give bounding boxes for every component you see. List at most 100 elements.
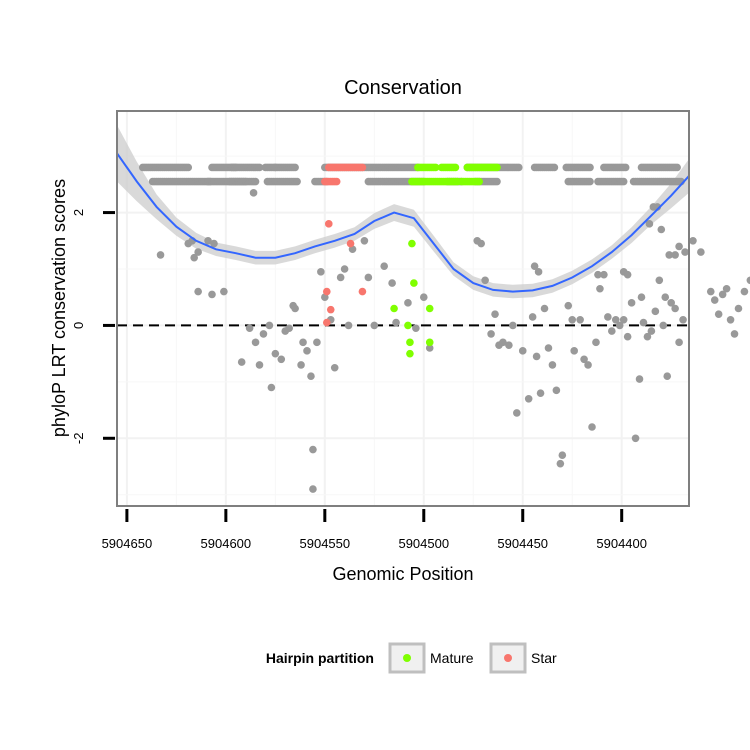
point-other bbox=[673, 163, 681, 172]
x-tick-label: 5904650 bbox=[102, 536, 153, 551]
point-other bbox=[518, 347, 527, 355]
point-other bbox=[623, 270, 632, 279]
point-other bbox=[530, 262, 539, 270]
point-mature bbox=[451, 163, 460, 172]
point-other bbox=[667, 299, 675, 307]
point-other bbox=[645, 220, 654, 228]
point-other bbox=[505, 341, 513, 349]
point-other bbox=[210, 239, 218, 248]
y-tick-label: 0 bbox=[71, 322, 86, 329]
point-other bbox=[509, 321, 517, 330]
legend-marker-star bbox=[504, 654, 512, 662]
point-other bbox=[631, 434, 640, 443]
smooth-line-layer bbox=[116, 152, 690, 293]
point-other bbox=[635, 375, 644, 383]
point-mature bbox=[425, 304, 434, 313]
point-other bbox=[730, 330, 739, 338]
point-other bbox=[544, 344, 553, 352]
point-star bbox=[324, 220, 333, 228]
point-other bbox=[615, 321, 624, 330]
plot-panel bbox=[117, 111, 689, 506]
band-points-layer bbox=[138, 163, 685, 186]
point-other bbox=[419, 293, 428, 302]
point-mature bbox=[406, 338, 414, 347]
x-tick-label: 5904550 bbox=[300, 536, 351, 551]
point-star bbox=[332, 177, 341, 186]
point-other bbox=[596, 284, 604, 293]
point-other bbox=[592, 338, 600, 347]
point-other bbox=[675, 338, 683, 347]
point-other bbox=[249, 189, 258, 197]
point-other bbox=[493, 177, 501, 186]
point-star bbox=[322, 287, 331, 296]
point-other bbox=[619, 177, 628, 186]
point-other bbox=[291, 163, 299, 172]
point-other bbox=[576, 315, 584, 324]
point-other bbox=[317, 268, 325, 276]
point-other bbox=[412, 324, 420, 333]
x-tick-label: 5904400 bbox=[596, 536, 647, 551]
point-other bbox=[380, 262, 388, 270]
legend-label-star: Star bbox=[531, 650, 557, 666]
point-other bbox=[237, 358, 246, 366]
point-other bbox=[671, 251, 679, 259]
point-other bbox=[303, 347, 311, 355]
point-other bbox=[293, 177, 301, 186]
point-other bbox=[564, 301, 573, 310]
point-other bbox=[528, 313, 537, 321]
point-other bbox=[313, 338, 321, 347]
point-mature bbox=[475, 177, 484, 186]
scatter-points-layer bbox=[156, 189, 750, 493]
point-other bbox=[299, 338, 307, 347]
point-mature bbox=[406, 349, 414, 358]
point-other bbox=[746, 276, 750, 285]
legend-label-mature: Mature bbox=[430, 650, 474, 666]
point-other bbox=[392, 318, 400, 327]
point-other bbox=[643, 332, 652, 341]
point-other bbox=[477, 239, 485, 248]
point-other bbox=[267, 383, 276, 392]
point-other bbox=[697, 248, 705, 256]
point-other bbox=[663, 372, 672, 381]
point-other bbox=[679, 315, 687, 324]
point-other bbox=[534, 268, 543, 276]
point-other bbox=[651, 307, 660, 316]
point-other bbox=[540, 304, 549, 313]
point-other bbox=[584, 361, 592, 369]
point-other bbox=[611, 315, 620, 324]
point-other bbox=[586, 163, 594, 172]
point-other bbox=[637, 293, 646, 302]
point-other bbox=[671, 304, 679, 313]
point-other bbox=[570, 347, 579, 355]
point-other bbox=[425, 344, 434, 352]
point-other bbox=[220, 287, 228, 296]
point-other bbox=[514, 163, 523, 172]
smooth-trend-line bbox=[116, 152, 690, 293]
point-other bbox=[734, 304, 743, 313]
point-other bbox=[580, 355, 588, 364]
point-other bbox=[481, 276, 489, 285]
point-other bbox=[194, 287, 202, 296]
point-other bbox=[330, 363, 339, 372]
point-other bbox=[364, 273, 373, 282]
point-other bbox=[619, 315, 628, 324]
point-other bbox=[675, 242, 683, 251]
point-other bbox=[255, 163, 264, 172]
point-other bbox=[608, 327, 616, 335]
point-other bbox=[556, 459, 565, 468]
point-other bbox=[344, 321, 353, 330]
point-star bbox=[346, 239, 355, 248]
point-other bbox=[388, 279, 396, 287]
point-other bbox=[340, 265, 349, 273]
point-other bbox=[309, 485, 317, 493]
point-other bbox=[586, 177, 594, 186]
point-mature bbox=[431, 163, 440, 172]
point-other bbox=[259, 330, 268, 338]
point-other bbox=[184, 163, 193, 172]
smooth-ribbon-layer bbox=[117, 125, 689, 299]
point-star bbox=[358, 287, 367, 296]
point-other bbox=[552, 386, 561, 395]
point-other bbox=[722, 284, 731, 293]
point-other bbox=[336, 273, 345, 282]
point-other bbox=[536, 389, 545, 397]
